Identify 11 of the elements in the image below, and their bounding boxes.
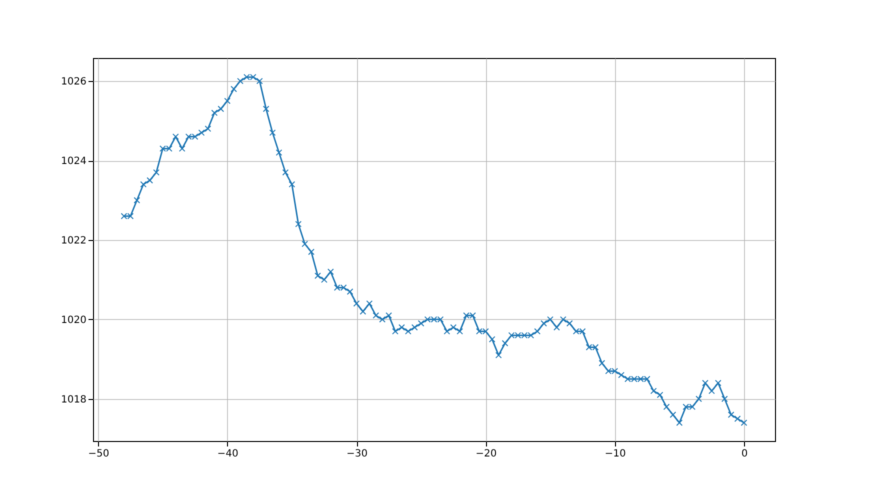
x-tick-label: −50: [88, 448, 110, 460]
y-tick-label: 1020: [61, 314, 86, 326]
y-tick-label: 1024: [61, 156, 86, 168]
y-tick-label: 1026: [61, 76, 86, 88]
y-tick-label: 1018: [61, 394, 86, 406]
x-tick-label: −20: [476, 448, 497, 460]
y-tick-label: 1022: [61, 235, 86, 246]
x-tick-label: −30: [346, 448, 368, 460]
x-tick-label: −10: [604, 448, 626, 460]
x-tick-label: −40: [217, 448, 238, 460]
x-tick-label: 0: [741, 448, 748, 460]
